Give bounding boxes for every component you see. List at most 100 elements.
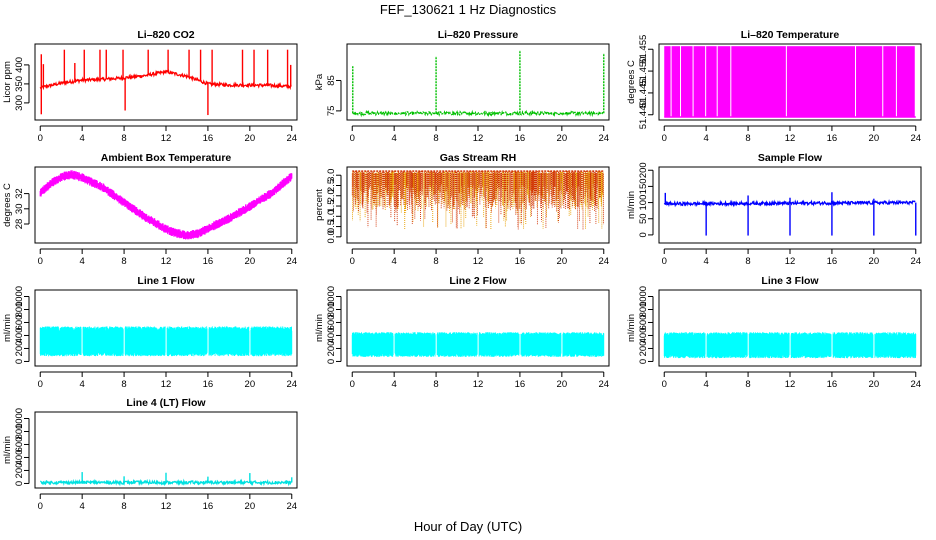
y-tick-label: 2.0 bbox=[326, 189, 337, 202]
plot-frame bbox=[658, 289, 922, 367]
y-tick-label: 2.5 bbox=[326, 179, 337, 192]
plot-frame bbox=[658, 43, 922, 121]
x-tick-label: 20 bbox=[869, 133, 880, 144]
x-tick-label: 4 bbox=[704, 379, 709, 390]
y-tick-label: 400 bbox=[638, 328, 649, 344]
y-tick-label: 150 bbox=[638, 178, 649, 194]
plot-frame bbox=[34, 411, 298, 489]
x-tick-label: 4 bbox=[392, 379, 397, 390]
temperature-band bbox=[731, 46, 786, 117]
x-tick-label: 8 bbox=[433, 256, 438, 267]
plot-frame bbox=[34, 289, 298, 367]
figure-x-axis-label: Hour of Day (UTC) bbox=[414, 519, 522, 534]
y-axis-label: degrees C bbox=[2, 183, 13, 227]
y-tick-label: 0 bbox=[14, 481, 25, 486]
y-tick-label: 200 bbox=[638, 341, 649, 357]
x-tick-label: 24 bbox=[286, 379, 297, 390]
x-tick-label: 8 bbox=[745, 379, 750, 390]
x-tick-label: 20 bbox=[557, 379, 568, 390]
y-tick-label: 0 bbox=[14, 359, 25, 364]
plot-area bbox=[39, 326, 293, 357]
temperature-band bbox=[671, 46, 681, 117]
y-tick-label: 0 bbox=[638, 232, 649, 237]
x-tick-label: 12 bbox=[785, 133, 796, 144]
x-tick-label: 24 bbox=[910, 133, 921, 144]
x-tick-label: 4 bbox=[704, 256, 709, 267]
plot-frame bbox=[346, 43, 610, 121]
x-tick-label: 12 bbox=[161, 379, 172, 390]
y-tick-label: 300 bbox=[14, 95, 25, 111]
x-tick-label: 0 bbox=[38, 133, 43, 144]
figure-title: FEF_130621 1 Hz Diagnostics bbox=[380, 2, 557, 17]
y-tick-label: 400 bbox=[14, 450, 25, 466]
panel-4: Ambient Box Temperature degrees C 0 4 8 12 16 2… bbox=[2, 152, 298, 267]
y-tick-label: 3.0 bbox=[326, 169, 337, 182]
x-tick-label: 8 bbox=[433, 379, 438, 390]
flow-series bbox=[351, 332, 605, 357]
y-tick-label: 600 bbox=[638, 315, 649, 331]
panel-title: Li–820 Pressure bbox=[438, 29, 519, 41]
plot-frame bbox=[346, 166, 610, 244]
x-tick-label: 0 bbox=[38, 379, 43, 390]
panel-title: Li–820 CO2 bbox=[137, 29, 194, 41]
panel-title: Line 4 (LT) Flow bbox=[126, 397, 206, 409]
rh-points-primary bbox=[352, 171, 604, 230]
y-axis-label: ml/min bbox=[626, 191, 637, 219]
y-tick-label: 1.0 bbox=[326, 210, 337, 223]
x-tick-label: 16 bbox=[827, 379, 838, 390]
y-tick-label: 800 bbox=[14, 302, 25, 318]
x-tick-label: 4 bbox=[80, 379, 85, 390]
y-tick-label: 28 bbox=[14, 219, 25, 230]
temperature-series bbox=[39, 170, 293, 240]
x-tick-label: 20 bbox=[245, 256, 256, 267]
x-tick-label: 12 bbox=[473, 379, 484, 390]
y-tick-label: 50 bbox=[638, 213, 649, 224]
y-tick-label: 400 bbox=[14, 57, 25, 73]
flow-series bbox=[663, 332, 917, 359]
x-tick-label: 8 bbox=[121, 256, 126, 267]
temperature-band bbox=[681, 46, 693, 117]
y-tick-label: 51.455 bbox=[638, 35, 649, 64]
panel-title: Line 1 Flow bbox=[137, 275, 195, 287]
temperature-band bbox=[717, 46, 731, 117]
x-tick-label: 24 bbox=[286, 501, 297, 512]
x-tick-label: 0 bbox=[350, 133, 355, 144]
x-tick-label: 8 bbox=[121, 379, 126, 390]
x-tick-label: 16 bbox=[203, 501, 214, 512]
x-tick-label: 0 bbox=[662, 379, 667, 390]
y-tick-label: 800 bbox=[326, 302, 337, 318]
x-tick-label: 4 bbox=[704, 133, 709, 144]
y-tick-label: 51.450 bbox=[638, 57, 649, 86]
x-tick-label: 4 bbox=[80, 133, 85, 144]
plot-area bbox=[39, 49, 292, 116]
x-tick-label: 20 bbox=[557, 256, 568, 267]
y-tick-label: 400 bbox=[14, 328, 25, 344]
y-tick-label: 1000 bbox=[14, 408, 25, 429]
y-tick-label: 32 bbox=[14, 188, 25, 199]
rh-series bbox=[351, 170, 604, 230]
panel-3: Li–820 Temperature degrees C 0 4 8 12 16 20 24 51… bbox=[626, 29, 922, 144]
series-line bbox=[39, 69, 292, 91]
x-tick-label: 24 bbox=[598, 133, 609, 144]
y-tick-label: 0.0 bbox=[326, 230, 337, 243]
x-tick-label: 0 bbox=[38, 501, 43, 512]
x-tick-label: 12 bbox=[473, 133, 484, 144]
plot-area bbox=[40, 472, 293, 487]
x-tick-label: 20 bbox=[557, 133, 568, 144]
panel-title: Line 3 Flow bbox=[761, 275, 819, 287]
y-axis-label: degrees C bbox=[626, 60, 637, 104]
y-tick-label: 1.5 bbox=[326, 199, 337, 212]
x-tick-label: 8 bbox=[745, 256, 750, 267]
y-tick-label: 1000 bbox=[638, 286, 649, 307]
y-tick-label: 800 bbox=[638, 302, 649, 318]
x-tick-label: 12 bbox=[161, 501, 172, 512]
plot-frame bbox=[346, 289, 610, 367]
temperature-band bbox=[786, 46, 856, 117]
y-tick-label: 400 bbox=[326, 328, 337, 344]
x-tick-label: 0 bbox=[662, 256, 667, 267]
x-tick-label: 24 bbox=[910, 379, 921, 390]
x-tick-label: 24 bbox=[286, 133, 297, 144]
series-line bbox=[352, 109, 604, 118]
